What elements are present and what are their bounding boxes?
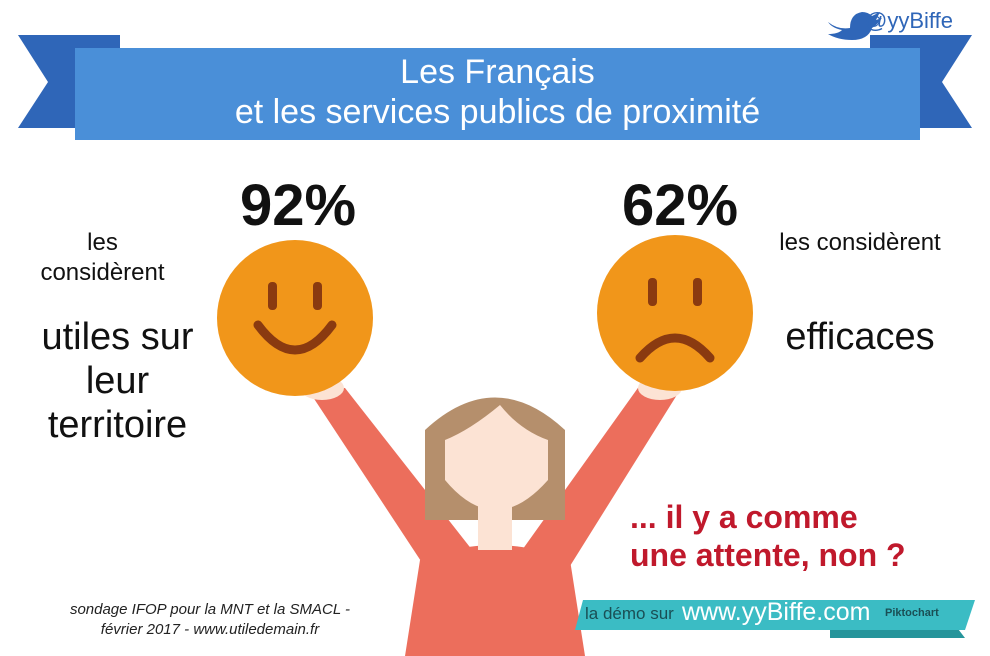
sad-face-icon	[597, 235, 753, 391]
footer-url[interactable]: www.yyBiffe.com	[682, 598, 871, 626]
title-line-1: Les Français	[400, 53, 595, 91]
title-banner	[75, 48, 920, 140]
face	[445, 405, 548, 510]
title-line-2: et les services publics de proximité	[234, 93, 761, 131]
piktochart-logo: Piktochart	[885, 607, 939, 619]
footer-prefix: la démo sur	[585, 604, 674, 623]
twitter-handle[interactable]: @yyBiffe	[865, 8, 953, 33]
body	[405, 545, 585, 656]
twitter-bird-icon	[828, 12, 882, 40]
left-arm	[305, 385, 480, 590]
page-title: Les Français et les services publics de …	[75, 52, 920, 132]
right-statement: efficaces	[785, 316, 935, 358]
callout: ... il y a comme une attente, non ?	[630, 498, 906, 574]
right-arm	[515, 385, 680, 590]
callout-line-1: ... il y a comme	[630, 499, 858, 535]
happy-face-icon	[217, 240, 373, 396]
source-line-2: février 2017 - www.utiledemain.fr	[100, 621, 320, 638]
right-intro: les considèrent	[779, 229, 941, 256]
callout-line-2: une attente, non ?	[630, 537, 906, 573]
left-intro: les considèrent	[40, 229, 165, 286]
right-percent: 62%	[622, 173, 739, 238]
left-statement: utiles sur leur territoire	[41, 316, 194, 446]
left-percent: 92%	[240, 173, 357, 238]
source-note: sondage IFOP pour la MNT et la SMACL - f…	[25, 600, 395, 640]
footer-banner	[575, 600, 975, 630]
source-line-1: sondage IFOP pour la MNT et la SMACL -	[69, 601, 351, 618]
